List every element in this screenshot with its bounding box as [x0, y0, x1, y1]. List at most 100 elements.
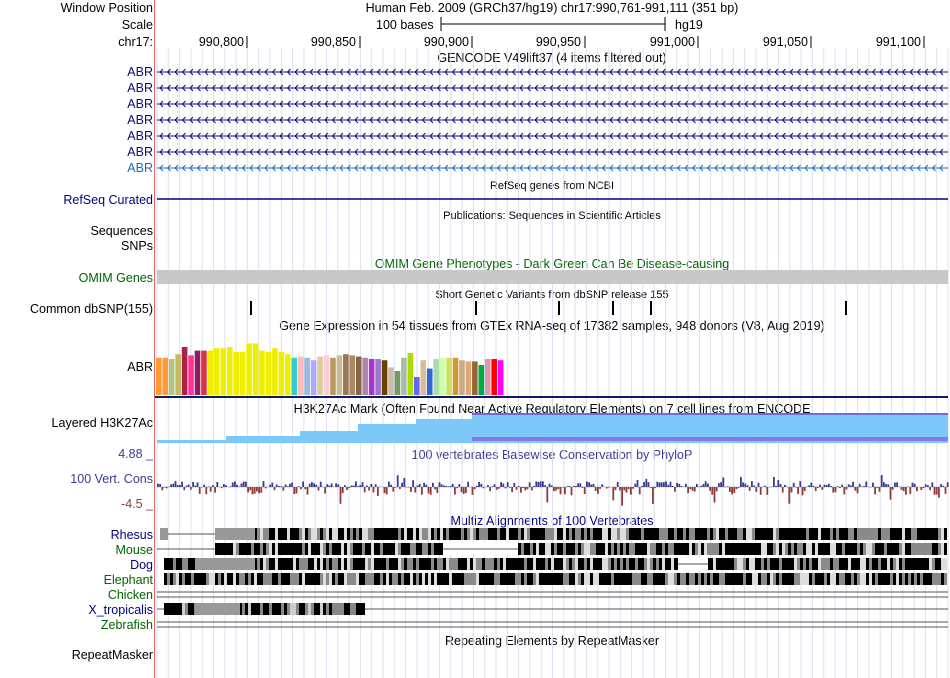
alignment-block — [353, 543, 356, 555]
alignment-block — [326, 543, 329, 555]
alignment-block — [494, 573, 497, 585]
gencode-item-label[interactable]: ABR — [127, 81, 153, 95]
cons-score-bar — [823, 484, 826, 487]
alignment-block — [437, 573, 440, 585]
alignment-block — [719, 558, 722, 570]
alignment-block — [551, 558, 554, 570]
rmsk-track-label[interactable]: RepeatMasker — [71, 648, 153, 662]
cons-score-bar — [511, 487, 513, 493]
alignment-block — [275, 558, 278, 570]
publications-label-line2[interactable]: SNPs — [121, 239, 153, 253]
cons-score-bar — [346, 487, 348, 490]
alignment-block — [602, 528, 605, 540]
alignment-block — [296, 543, 299, 555]
gtex-track-label[interactable]: ABR — [127, 360, 153, 374]
alignment-block — [257, 543, 260, 555]
snp-tick — [845, 301, 847, 315]
alignment-block — [608, 558, 611, 570]
transcript-chevrons — [159, 84, 944, 92]
gtex-tissue-bar — [194, 350, 201, 395]
alignment-block — [401, 528, 404, 540]
alignment-block — [791, 543, 794, 555]
alignment-block — [356, 543, 359, 555]
multiz-species-label[interactable]: Zebrafish — [100, 618, 153, 632]
cons-score-bar — [240, 483, 243, 487]
alignment-block — [293, 528, 296, 540]
alignment-block — [308, 573, 311, 585]
alignment-block — [332, 603, 335, 615]
cons-score-bar — [313, 483, 315, 487]
cons-score-bar — [680, 486, 683, 487]
alignment-block — [809, 543, 812, 555]
alignment-block — [185, 558, 188, 570]
alignment-block — [890, 558, 893, 570]
multiz-species-label[interactable]: Rhesus — [110, 528, 153, 542]
alignment-block — [872, 558, 875, 570]
alignment-block — [392, 558, 395, 570]
alignment-block — [707, 573, 710, 585]
cons-track-label[interactable]: 100 Vert. Cons — [70, 472, 153, 486]
multiz-species-label[interactable]: Dog — [130, 558, 153, 572]
alignment-block — [944, 573, 947, 585]
alignment-block — [458, 573, 461, 585]
alignment-block — [905, 543, 908, 555]
alignment-block — [860, 573, 863, 585]
alignment-block — [677, 528, 680, 540]
h3k27ac-track-label[interactable]: Layered H3K27Ac — [51, 416, 153, 430]
alignment-block — [584, 543, 587, 555]
alignment-block — [773, 573, 776, 585]
gencode-item-label[interactable]: ABR — [127, 161, 153, 175]
alignment-block — [395, 573, 398, 585]
alignment-block — [887, 573, 890, 585]
gencode-item-label[interactable]: ABR — [127, 129, 153, 143]
alignment-block — [326, 603, 329, 615]
cons-score-bar — [605, 487, 608, 489]
multiz-species-label[interactable]: Chicken — [107, 588, 153, 602]
alignment-block — [644, 528, 647, 540]
multiz-species-label[interactable]: Mouse — [115, 543, 153, 557]
omim-track-label[interactable]: OMIM Genes — [78, 271, 153, 285]
alignment-block — [434, 573, 437, 585]
cons-score-bar — [933, 487, 936, 495]
alignment-block — [758, 543, 761, 555]
alignment-block — [242, 543, 245, 555]
cons-score-bar — [885, 484, 887, 487]
gencode-item-label[interactable]: ABR — [127, 65, 153, 79]
alignment-block — [827, 528, 830, 540]
alignment-block — [599, 573, 602, 585]
ruler-tick-label: 990,850 — [310, 35, 356, 49]
alignment-block — [764, 543, 767, 555]
alignment-block — [488, 558, 491, 570]
gencode-item-label[interactable]: ABR — [127, 145, 153, 159]
gencode-item-label[interactable]: ABR — [127, 97, 153, 111]
refseq-track-label[interactable]: RefSeq Curated — [63, 193, 153, 207]
cons-score-bar — [938, 487, 940, 498]
alignment-block — [476, 558, 479, 570]
alignment-block — [389, 528, 392, 540]
alignment-block — [899, 558, 902, 570]
gencode-item-label[interactable]: ABR — [127, 113, 153, 127]
alignment-block — [899, 573, 902, 585]
cons-score-bar — [271, 482, 274, 487]
alignment-block — [734, 543, 737, 555]
alignment-block — [542, 528, 545, 540]
cons-score-bar — [586, 481, 588, 487]
cons-score-bar — [909, 487, 912, 494]
cons-score-bar — [731, 487, 733, 495]
dbsnp-track-label[interactable]: Common dbSNP(155) — [30, 302, 153, 316]
multiz-species-label[interactable]: Elephant — [103, 573, 153, 587]
cons-score-bar — [566, 486, 568, 487]
cons-score-bar — [627, 487, 630, 490]
publications-label-line1[interactable]: Sequences — [90, 224, 153, 238]
alignment-block — [344, 543, 347, 555]
alignment-block — [608, 573, 611, 585]
alignment-block — [374, 543, 377, 555]
multiz-species-label[interactable]: X_tropicalis — [88, 603, 153, 617]
alignment-block — [512, 573, 515, 585]
gtex-tissue-bar — [323, 355, 330, 395]
alignment-block — [422, 528, 425, 540]
alignment-block — [662, 528, 665, 540]
alignment-block — [497, 528, 500, 540]
alignment-block — [254, 603, 257, 615]
gtex-tissue-bar — [497, 360, 504, 395]
